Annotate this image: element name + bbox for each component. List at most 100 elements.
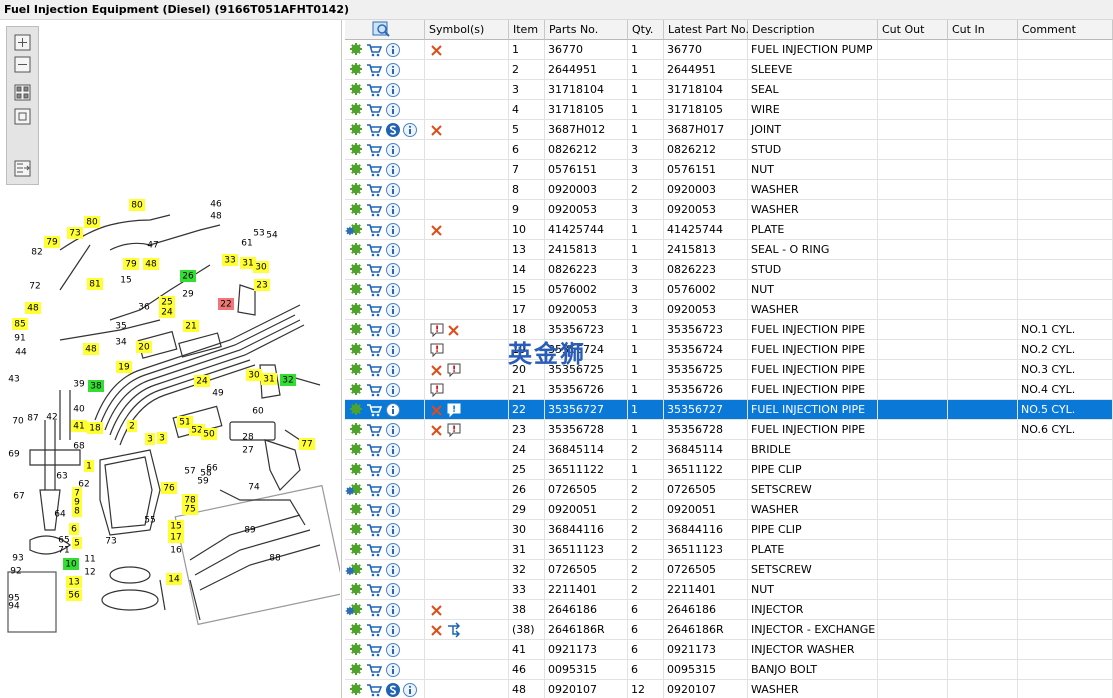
cell-qty: 12 [628,680,664,698]
actual-size-button[interactable] [14,108,31,125]
table-row[interactable]: 15 0576002 3 0576002 NUT [345,280,1113,300]
table-row[interactable]: 4 31718105 1 31718105 WIRE [345,100,1113,120]
callout-label: 70 [12,417,24,427]
cell-item: 7 [509,160,545,180]
table-row[interactable]: 9 0920053 3 0920053 WASHER [345,200,1113,220]
cell-comment [1018,580,1113,600]
row-actions [345,180,425,200]
table-row[interactable]: 23 35356728 1 35356728 FUEL INJECTION PIPE NO… [345,420,1113,440]
cell-empty [948,620,1018,640]
row-actions [345,220,425,240]
cell-qty: 3 [628,280,664,300]
table-row[interactable]: 41 0921173 6 0921173 INJECTOR WASHER [345,640,1113,660]
cell-empty [878,260,948,280]
callout-label: 30 [248,371,260,381]
cell-part: 2646186R [545,620,628,640]
table-row[interactable]: 3 31718104 1 31718104 SEAL [345,80,1113,100]
table-row[interactable]: 1 36770 1 36770 FUEL INJECTION PUMP [345,40,1113,60]
callout-highlight [72,505,82,517]
cell-part: 36845114 [545,440,628,460]
cell-empty [878,600,948,620]
table-row[interactable]: 38 2646186 6 2646186 INJECTOR [345,600,1113,620]
column-header[interactable]: Symbol(s) [425,20,509,40]
symbols [425,300,509,320]
table-row[interactable]: 7 0576151 3 0576151 NUT [345,160,1113,180]
table-row[interactable]: 13 2415813 1 2415813 SEAL - O RING [345,240,1113,260]
table-row[interactable]: 26 0726505 2 0726505 SETSCREW [345,480,1113,500]
table-row[interactable]: 33 2211401 2 2211401 NUT [345,580,1113,600]
table-row[interactable]: 19 35356724 1 35356724 FUEL INJECTION PIPE NO… [345,340,1113,360]
table-row[interactable]: 31 36511123 2 36511123 PLATE [345,540,1113,560]
cell-desc: INJECTOR [748,600,878,620]
cell-empty [948,320,1018,340]
cell-latest: 36511123 [664,540,748,560]
cell-empty [878,100,948,120]
column-header[interactable]: Cut Out [878,20,948,40]
callout-label: 81 [89,280,100,290]
cell-desc: FUEL INJECTION PIPE [748,340,878,360]
cell-empty [948,100,1018,120]
table-row[interactable]: 6 0826212 3 0826212 STUD [345,140,1113,160]
cell-comment [1018,620,1113,640]
callout-label: 55 [144,516,155,526]
callout-highlight [180,270,196,282]
cell-comment [1018,80,1113,100]
table-row[interactable]: (38) 2646186R 6 2646186R INJECTOR - EXCHANGE [345,620,1113,640]
table-row[interactable]: 2 2644951 1 2644951 SLEEVE [345,60,1113,80]
cell-empty [878,200,948,220]
table-row[interactable]: 10 41425744 1 41425744 PLATE [345,220,1113,240]
table-row[interactable]: 29 0920051 2 0920051 WASHER [345,500,1113,520]
row-actions [345,380,425,400]
table-row[interactable]: 22 35356727 1 35356727 FUEL INJECTION PIPE NO… [345,400,1113,420]
column-header[interactable]: Comment [1018,20,1113,40]
table-row[interactable]: 18 35356723 1 35356723 FUEL INJECTION PIPE NO… [345,320,1113,340]
cell-latest: 2211401 [664,580,748,600]
table-row[interactable]: 5 3687H012 1 3687H017 JOINT [345,120,1113,140]
table-row[interactable]: 20 35356725 1 35356725 FUEL INJECTION PIPE NO… [345,360,1113,380]
column-header[interactable]: Qty. [628,20,664,40]
callout-label: 9 [74,498,80,508]
callout-label: 34 [115,338,127,348]
table-row[interactable]: 32 0726505 2 0726505 SETSCREW [345,560,1113,580]
table-row[interactable]: 8 0920003 2 0920003 WASHER [345,180,1113,200]
cell-desc: NUT [748,580,878,600]
cell-empty [948,280,1018,300]
callout-label: 82 [31,248,42,258]
cell-latest: 31718104 [664,80,748,100]
column-header[interactable]: Parts No. [545,20,628,40]
callout-label: 7 [74,489,80,499]
table-row[interactable]: 46 0095315 6 0095315 BANJO BOLT [345,660,1113,680]
cell-desc: FUEL INJECTION PIPE [748,420,878,440]
table-row[interactable]: 21 35356726 1 35356726 FUEL INJECTION PIPE NO… [345,380,1113,400]
column-header[interactable]: Cut In [948,20,1018,40]
callout-label: 19 [118,363,130,373]
column-header[interactable]: Description [748,20,878,40]
callout-highlight [123,258,139,270]
cell-item: 9 [509,200,545,220]
cell-empty [878,440,948,460]
symbols [425,600,509,620]
table-row[interactable]: 48 0920107 12 0920107 WASHER [345,680,1113,698]
cell-desc: FUEL INJECTION PIPE [748,320,878,340]
callout-highlight [127,420,137,432]
callout-label: 17 [170,533,181,543]
cell-empty [878,300,948,320]
cell-item: 1 [509,40,545,60]
cell-empty [948,540,1018,560]
table-row[interactable]: 17 0920053 3 0920053 WASHER [345,300,1113,320]
column-header[interactable]: Latest Part No. [664,20,749,40]
cell-comment: NO.6 CYL. [1018,420,1113,440]
table-row[interactable]: 30 36844116 2 36844116 PIPE CLIP [345,520,1113,540]
callout-highlight [168,520,184,532]
cell-comment [1018,180,1113,200]
cell-desc: INJECTOR - EXCHANGE [748,620,878,640]
callout-highlight [168,531,184,543]
table-row[interactable]: 25 36511122 1 36511122 PIPE CLIP [345,460,1113,480]
cell-part: 0726505 [545,560,628,580]
table-row[interactable]: 24 36845114 2 36845114 BRIDLE [345,440,1113,460]
cell-item: 21 [509,380,545,400]
cell-comment [1018,640,1113,660]
column-header[interactable]: Item [509,20,545,40]
table-row[interactable]: 14 0826223 3 0826223 STUD [345,260,1113,280]
callout-label: 48 [145,260,157,270]
